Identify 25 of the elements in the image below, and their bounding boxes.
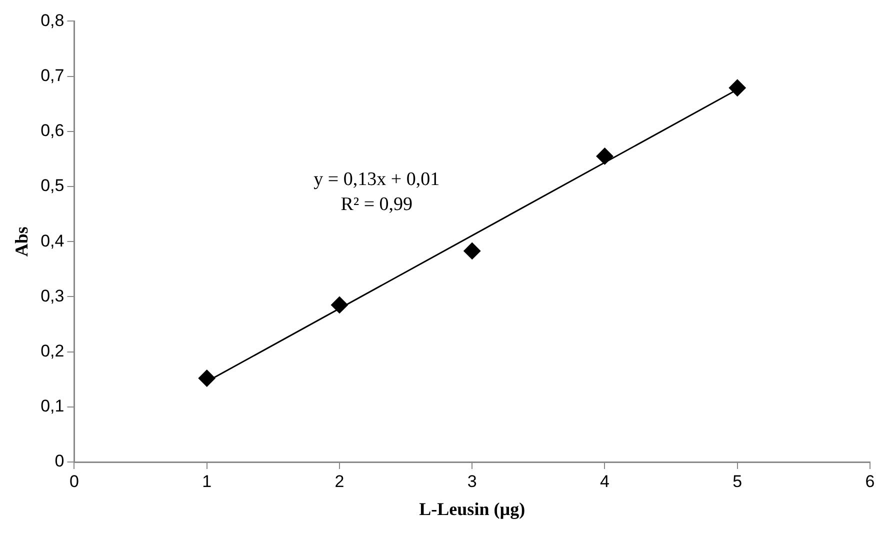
x-tick-label: 3 [467, 472, 477, 491]
point [464, 242, 481, 260]
x-tick-label: 1 [202, 472, 212, 491]
annotation: y = 0,13x + 0,01 [314, 168, 440, 190]
y-tick-label: 0,8 [40, 10, 64, 30]
y-tick-label: 0,1 [40, 396, 64, 416]
x-tick-label: 2 [334, 472, 344, 491]
x-tick-label: 4 [600, 472, 610, 491]
y-tick-label: 0,5 [40, 176, 64, 196]
point [330, 296, 348, 314]
point [728, 79, 746, 96]
x-tick-label: 0 [70, 472, 79, 491]
y-tick-label: 0,3 [40, 286, 64, 306]
y-tick-label: 0,2 [40, 341, 64, 360]
y-tick-label: 0,7 [40, 66, 64, 85]
y-tick-label: 0 [54, 452, 64, 471]
point [198, 370, 216, 387]
x-tick-label: 5 [732, 472, 742, 491]
x-tick-label: 6 [865, 472, 875, 491]
annotation: R² = 0,99 [340, 194, 413, 215]
y-axis-title: Abs [11, 226, 32, 257]
y-tick-label: 0,6 [40, 121, 64, 140]
y-tick-label: 0,4 [40, 231, 64, 250]
x-axis-title: L-Leusin (µg) [419, 498, 526, 519]
point [596, 148, 614, 165]
